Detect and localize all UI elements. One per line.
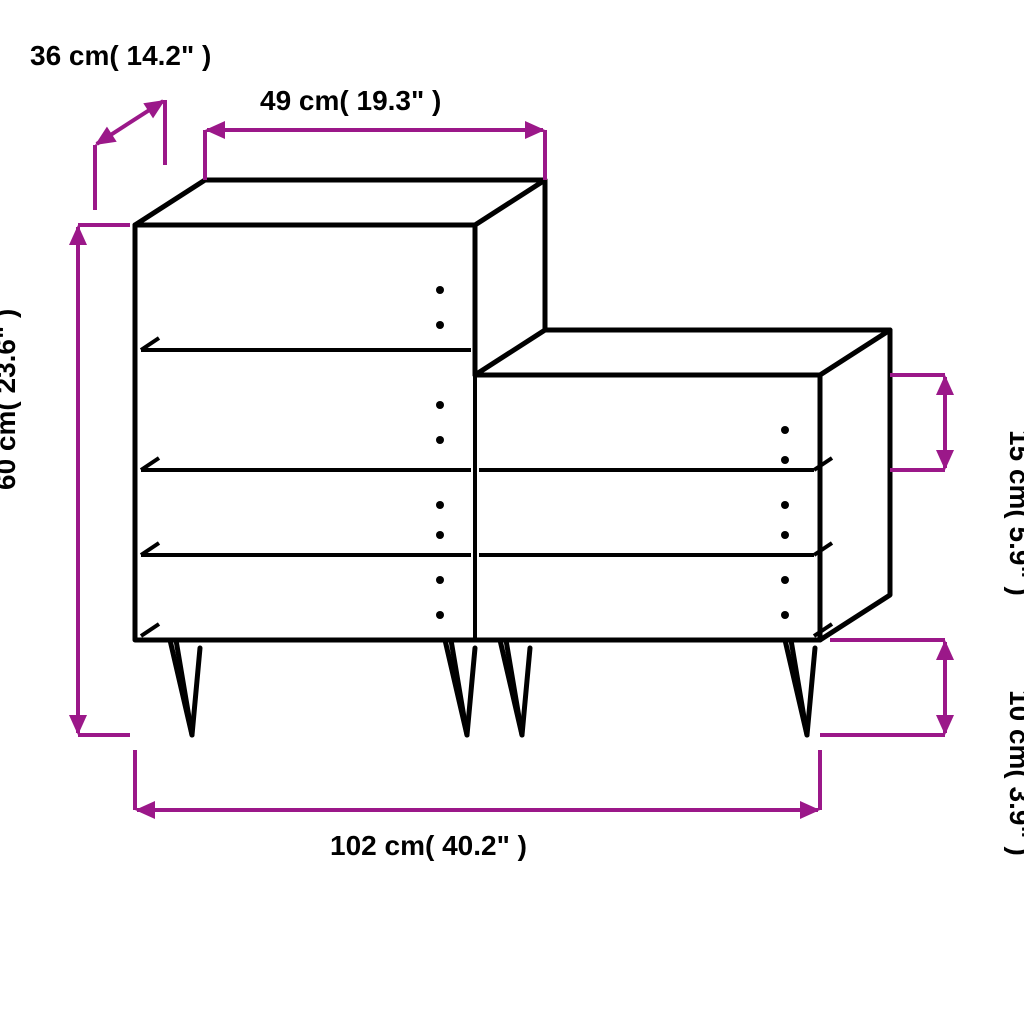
svg-text:49 cm( 19.3" ): 49 cm( 19.3" ) <box>260 85 441 116</box>
svg-text:10 cm( 3.9" ): 10 cm( 3.9" ) <box>1004 690 1024 856</box>
dimension-diagram: 36 cm( 14.2" ) 49 cm( 19.3" ) 60 cm( 23.6"… <box>0 0 1024 1024</box>
svg-text:15 cm( 5.9" ): 15 cm( 5.9" ) <box>1004 430 1024 596</box>
svg-text:36 cm( 14.2" ): 36 cm( 14.2" ) <box>30 40 211 71</box>
svg-text:60 cm( 23.6" ): 60 cm( 23.6" ) <box>0 309 21 490</box>
svg-text:102 cm( 40.2" ): 102 cm( 40.2" ) <box>330 830 527 861</box>
